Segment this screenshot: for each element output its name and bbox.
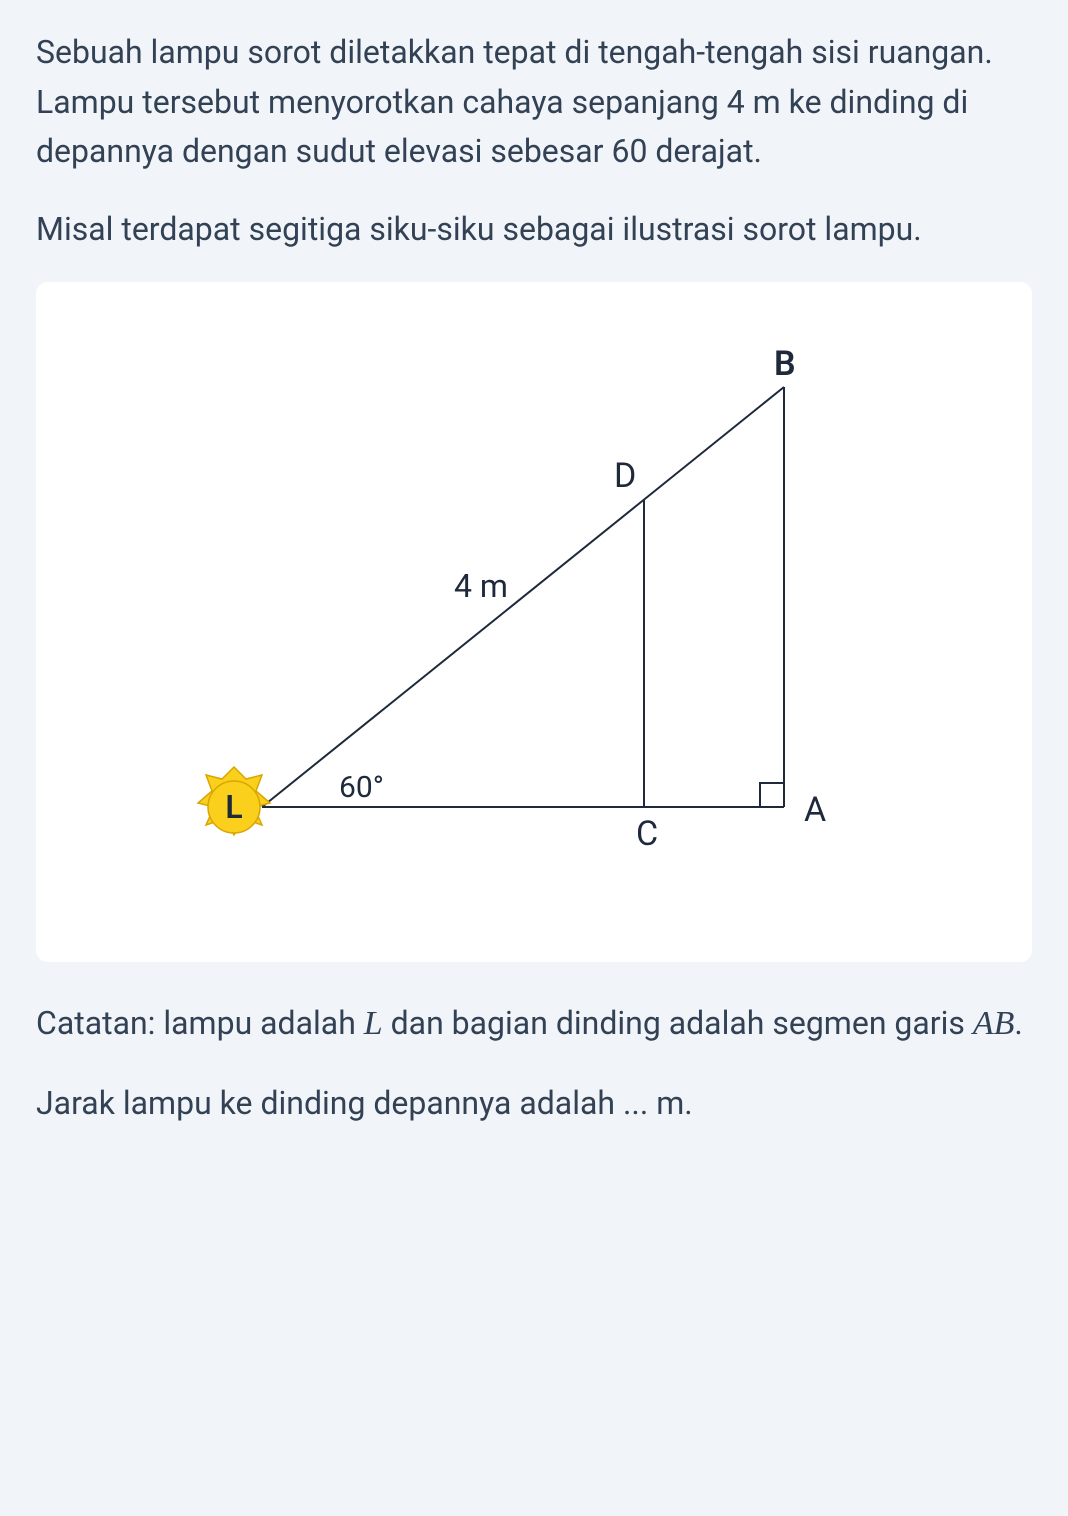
note-var-AB: AB: [973, 1005, 1015, 1042]
point-label-B: B: [774, 344, 796, 384]
right-angle-marker: [760, 783, 784, 807]
problem-paragraph-2: Misal terdapat segitiga siku-siku sebaga…: [36, 205, 1032, 255]
diagram-container: L 60° 4 m A B C D: [36, 282, 1032, 962]
point-label-A: A: [804, 790, 826, 830]
note-mid: dan bagian dinding adalah segmen garis: [383, 1004, 973, 1042]
note-var-L: L: [364, 1005, 383, 1042]
note-suffix: .: [1014, 1004, 1022, 1042]
angle-label: 60°: [339, 770, 384, 805]
line-LB: [262, 387, 784, 807]
problem-paragraph-1: Sebuah lampu sorot diletakkan tepat di t…: [36, 28, 1032, 177]
note-paragraph: Catatan: lampu adalah L dan bagian dindi…: [36, 998, 1032, 1051]
triangle-diagram: L 60° 4 m A B C D: [81, 327, 987, 917]
note-prefix: Catatan: lampu adalah: [36, 1004, 364, 1042]
lamp-label: L: [225, 788, 242, 826]
point-label-D: D: [614, 456, 636, 496]
lamp-sun-icon: L: [198, 767, 270, 835]
question-text: Jarak lampu ke dinding depannya adalah .…: [36, 1079, 1032, 1129]
point-label-C: C: [636, 814, 658, 854]
length-label: 4 m: [454, 567, 508, 605]
